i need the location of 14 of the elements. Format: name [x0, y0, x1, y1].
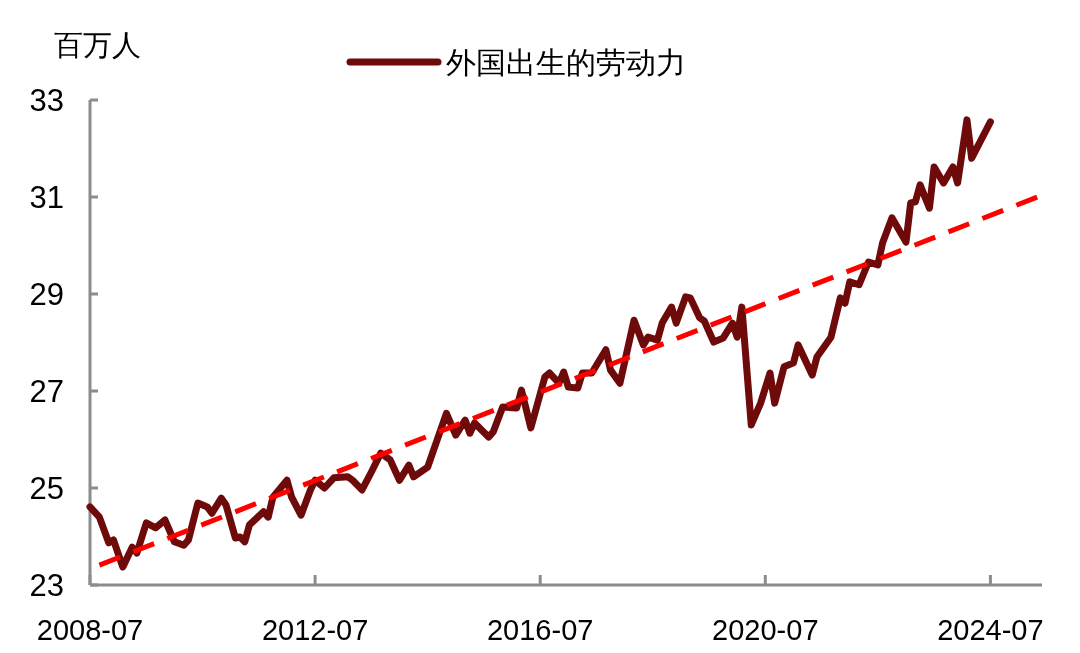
- y-tick-label: 23: [29, 568, 64, 603]
- x-tick-label: 2008-07: [36, 614, 144, 646]
- x-tick-label: 2024-07: [937, 614, 1044, 646]
- y-axis-title: 百万人: [53, 29, 141, 61]
- x-tick-label: 2016-07: [486, 614, 594, 646]
- legend-label: 外国出生的劳动力: [446, 46, 686, 79]
- y-tick-label: 29: [29, 277, 64, 312]
- x-tick-label: 2012-07: [261, 614, 369, 646]
- legend: 外国出生的劳动力: [346, 46, 686, 79]
- y-tick-label: 33: [29, 83, 64, 118]
- y-tick-label: 27: [29, 374, 64, 409]
- y-tick-label: 25: [29, 471, 64, 506]
- y-tick-label: 31: [29, 180, 64, 215]
- x-tick-label: 2020-07: [712, 614, 819, 646]
